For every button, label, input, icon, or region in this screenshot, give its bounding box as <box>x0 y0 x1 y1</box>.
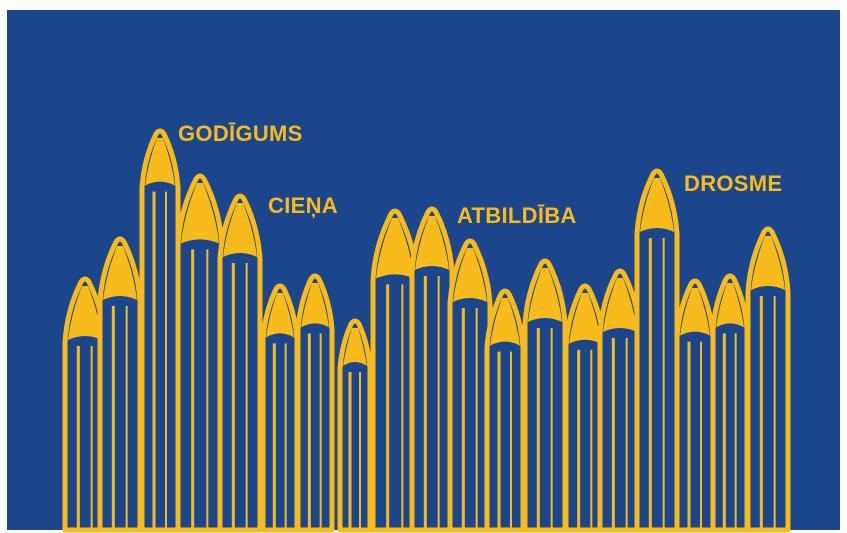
label: GODĪGUMS <box>178 121 303 146</box>
pencil-tip <box>223 203 257 257</box>
label: DROSME <box>684 171 782 196</box>
pencil-tip <box>103 246 137 300</box>
pencil-tip <box>751 236 785 290</box>
pencil-tip <box>603 278 637 332</box>
pencil-tip <box>343 328 367 366</box>
pencil-body <box>447 238 493 533</box>
pencil-body <box>175 173 225 533</box>
pencil-body <box>484 288 526 533</box>
pencil-body <box>217 193 263 533</box>
pencil-tip <box>376 218 414 279</box>
pencil-body <box>409 206 455 533</box>
pencil-tip <box>528 268 562 322</box>
pencil-body <box>674 278 716 533</box>
pencil-tip <box>181 183 219 244</box>
pencil-tip <box>68 286 102 340</box>
pencil-body <box>139 128 181 533</box>
pencil-body <box>337 318 373 533</box>
pencil-tip <box>490 298 520 346</box>
pencil-tip <box>266 293 294 338</box>
pencil-tip <box>716 283 744 328</box>
pencil-body <box>634 168 680 533</box>
pencils <box>62 128 791 533</box>
pencil-tip <box>680 288 710 336</box>
pencil-body <box>522 258 568 533</box>
pencil-body <box>260 283 300 533</box>
pencil-body <box>710 273 750 533</box>
pencil-body <box>295 273 335 533</box>
pencil-tip <box>415 216 449 270</box>
pencil-tip <box>453 248 487 302</box>
pencil-body <box>97 236 143 533</box>
pencil-tip <box>145 138 175 186</box>
pencil-tip <box>640 178 674 232</box>
pencil-tip <box>301 283 329 328</box>
pencil-tip <box>569 293 601 344</box>
pencil-body <box>745 226 791 533</box>
label: ATBILDĪBA <box>457 203 577 228</box>
label: CIEŅA <box>268 193 338 218</box>
